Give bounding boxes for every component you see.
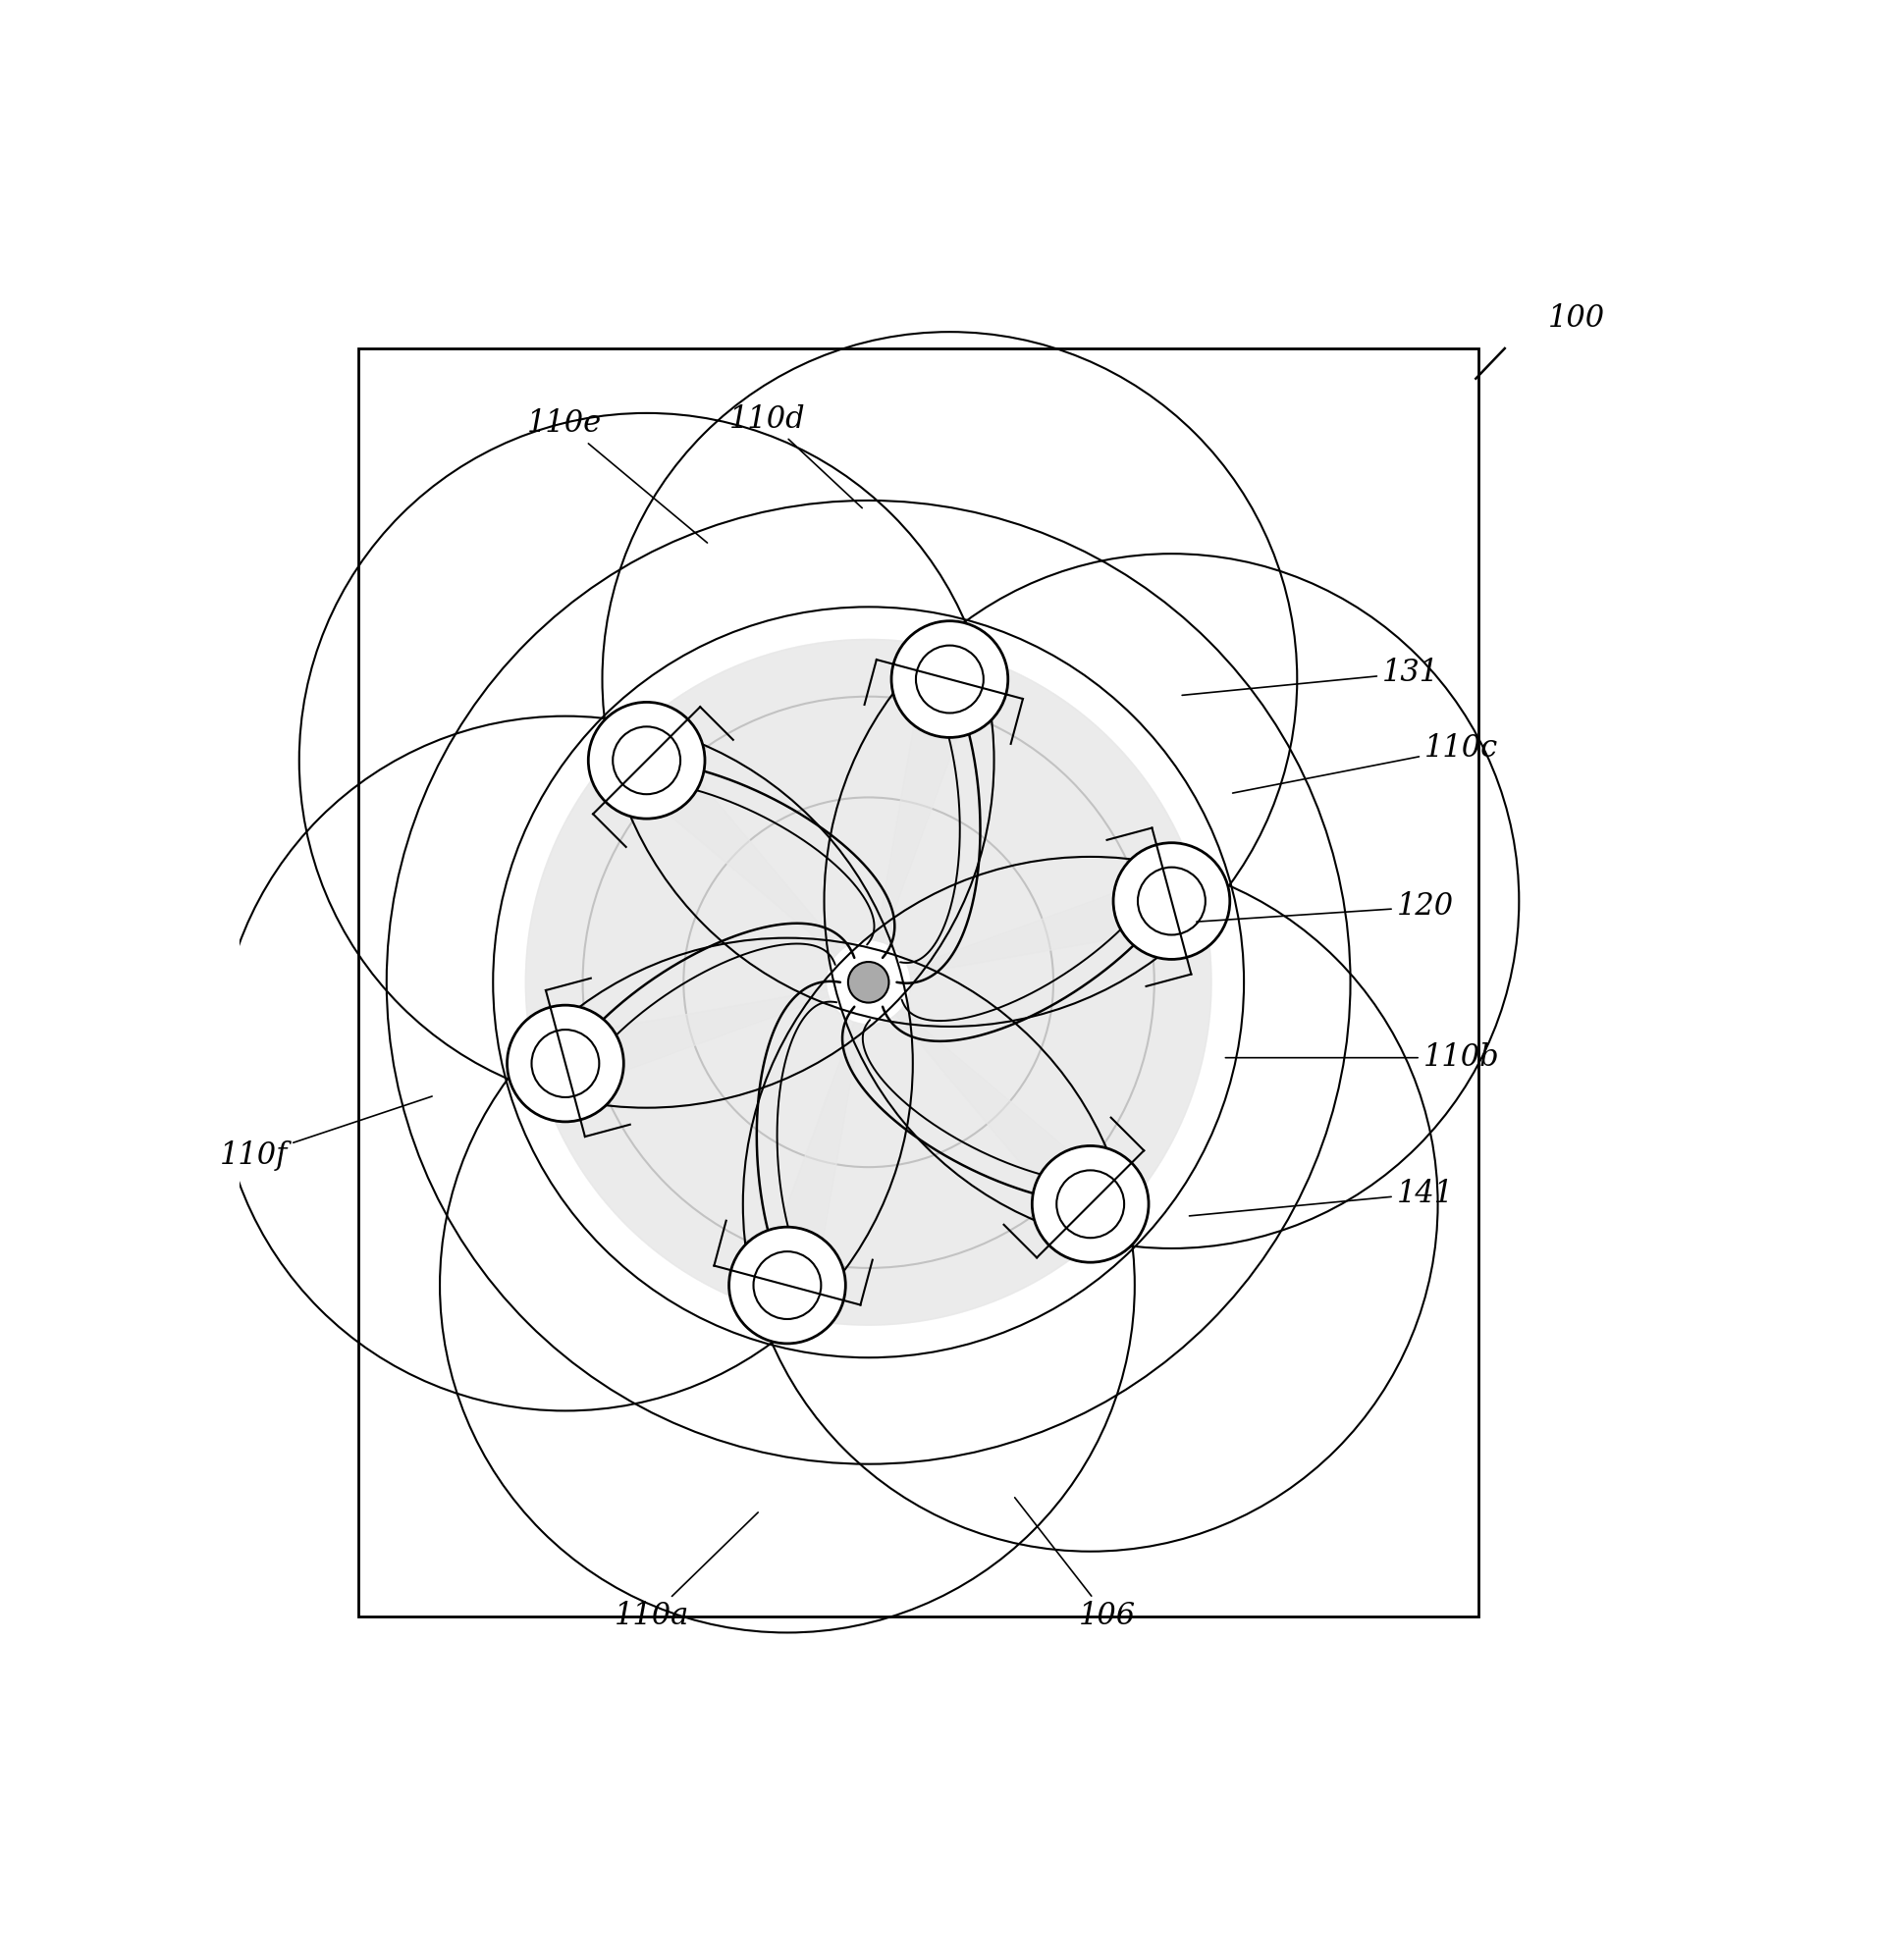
Text: 110a: 110a: [614, 1513, 759, 1631]
Polygon shape: [751, 864, 1211, 1325]
Circle shape: [729, 1227, 845, 1343]
Circle shape: [507, 1005, 623, 1121]
Polygon shape: [531, 990, 1131, 1325]
Circle shape: [849, 962, 888, 1004]
Circle shape: [1033, 1147, 1149, 1262]
Text: 110d: 110d: [729, 404, 862, 508]
Text: 110e: 110e: [528, 408, 708, 543]
Text: 106: 106: [1014, 1497, 1136, 1631]
Circle shape: [892, 621, 1008, 737]
Circle shape: [588, 702, 704, 819]
Text: 141: 141: [1189, 1178, 1454, 1215]
Polygon shape: [526, 639, 986, 1100]
Text: 110f: 110f: [220, 1096, 432, 1170]
Circle shape: [1114, 843, 1230, 958]
Text: 110b: 110b: [1226, 1043, 1499, 1072]
Polygon shape: [607, 639, 1206, 974]
Text: 120: 120: [1196, 892, 1454, 921]
Bar: [359, 349, 1478, 1617]
Text: 100: 100: [1547, 304, 1606, 333]
Text: 110c: 110c: [1232, 733, 1499, 794]
Polygon shape: [875, 645, 1211, 1245]
Text: 131: 131: [1181, 659, 1439, 696]
Polygon shape: [526, 719, 862, 1319]
